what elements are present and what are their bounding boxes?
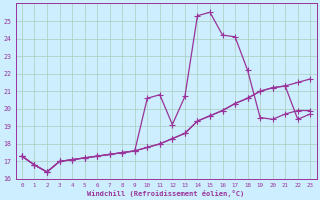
- X-axis label: Windchill (Refroidissement éolien,°C): Windchill (Refroidissement éolien,°C): [87, 190, 245, 197]
